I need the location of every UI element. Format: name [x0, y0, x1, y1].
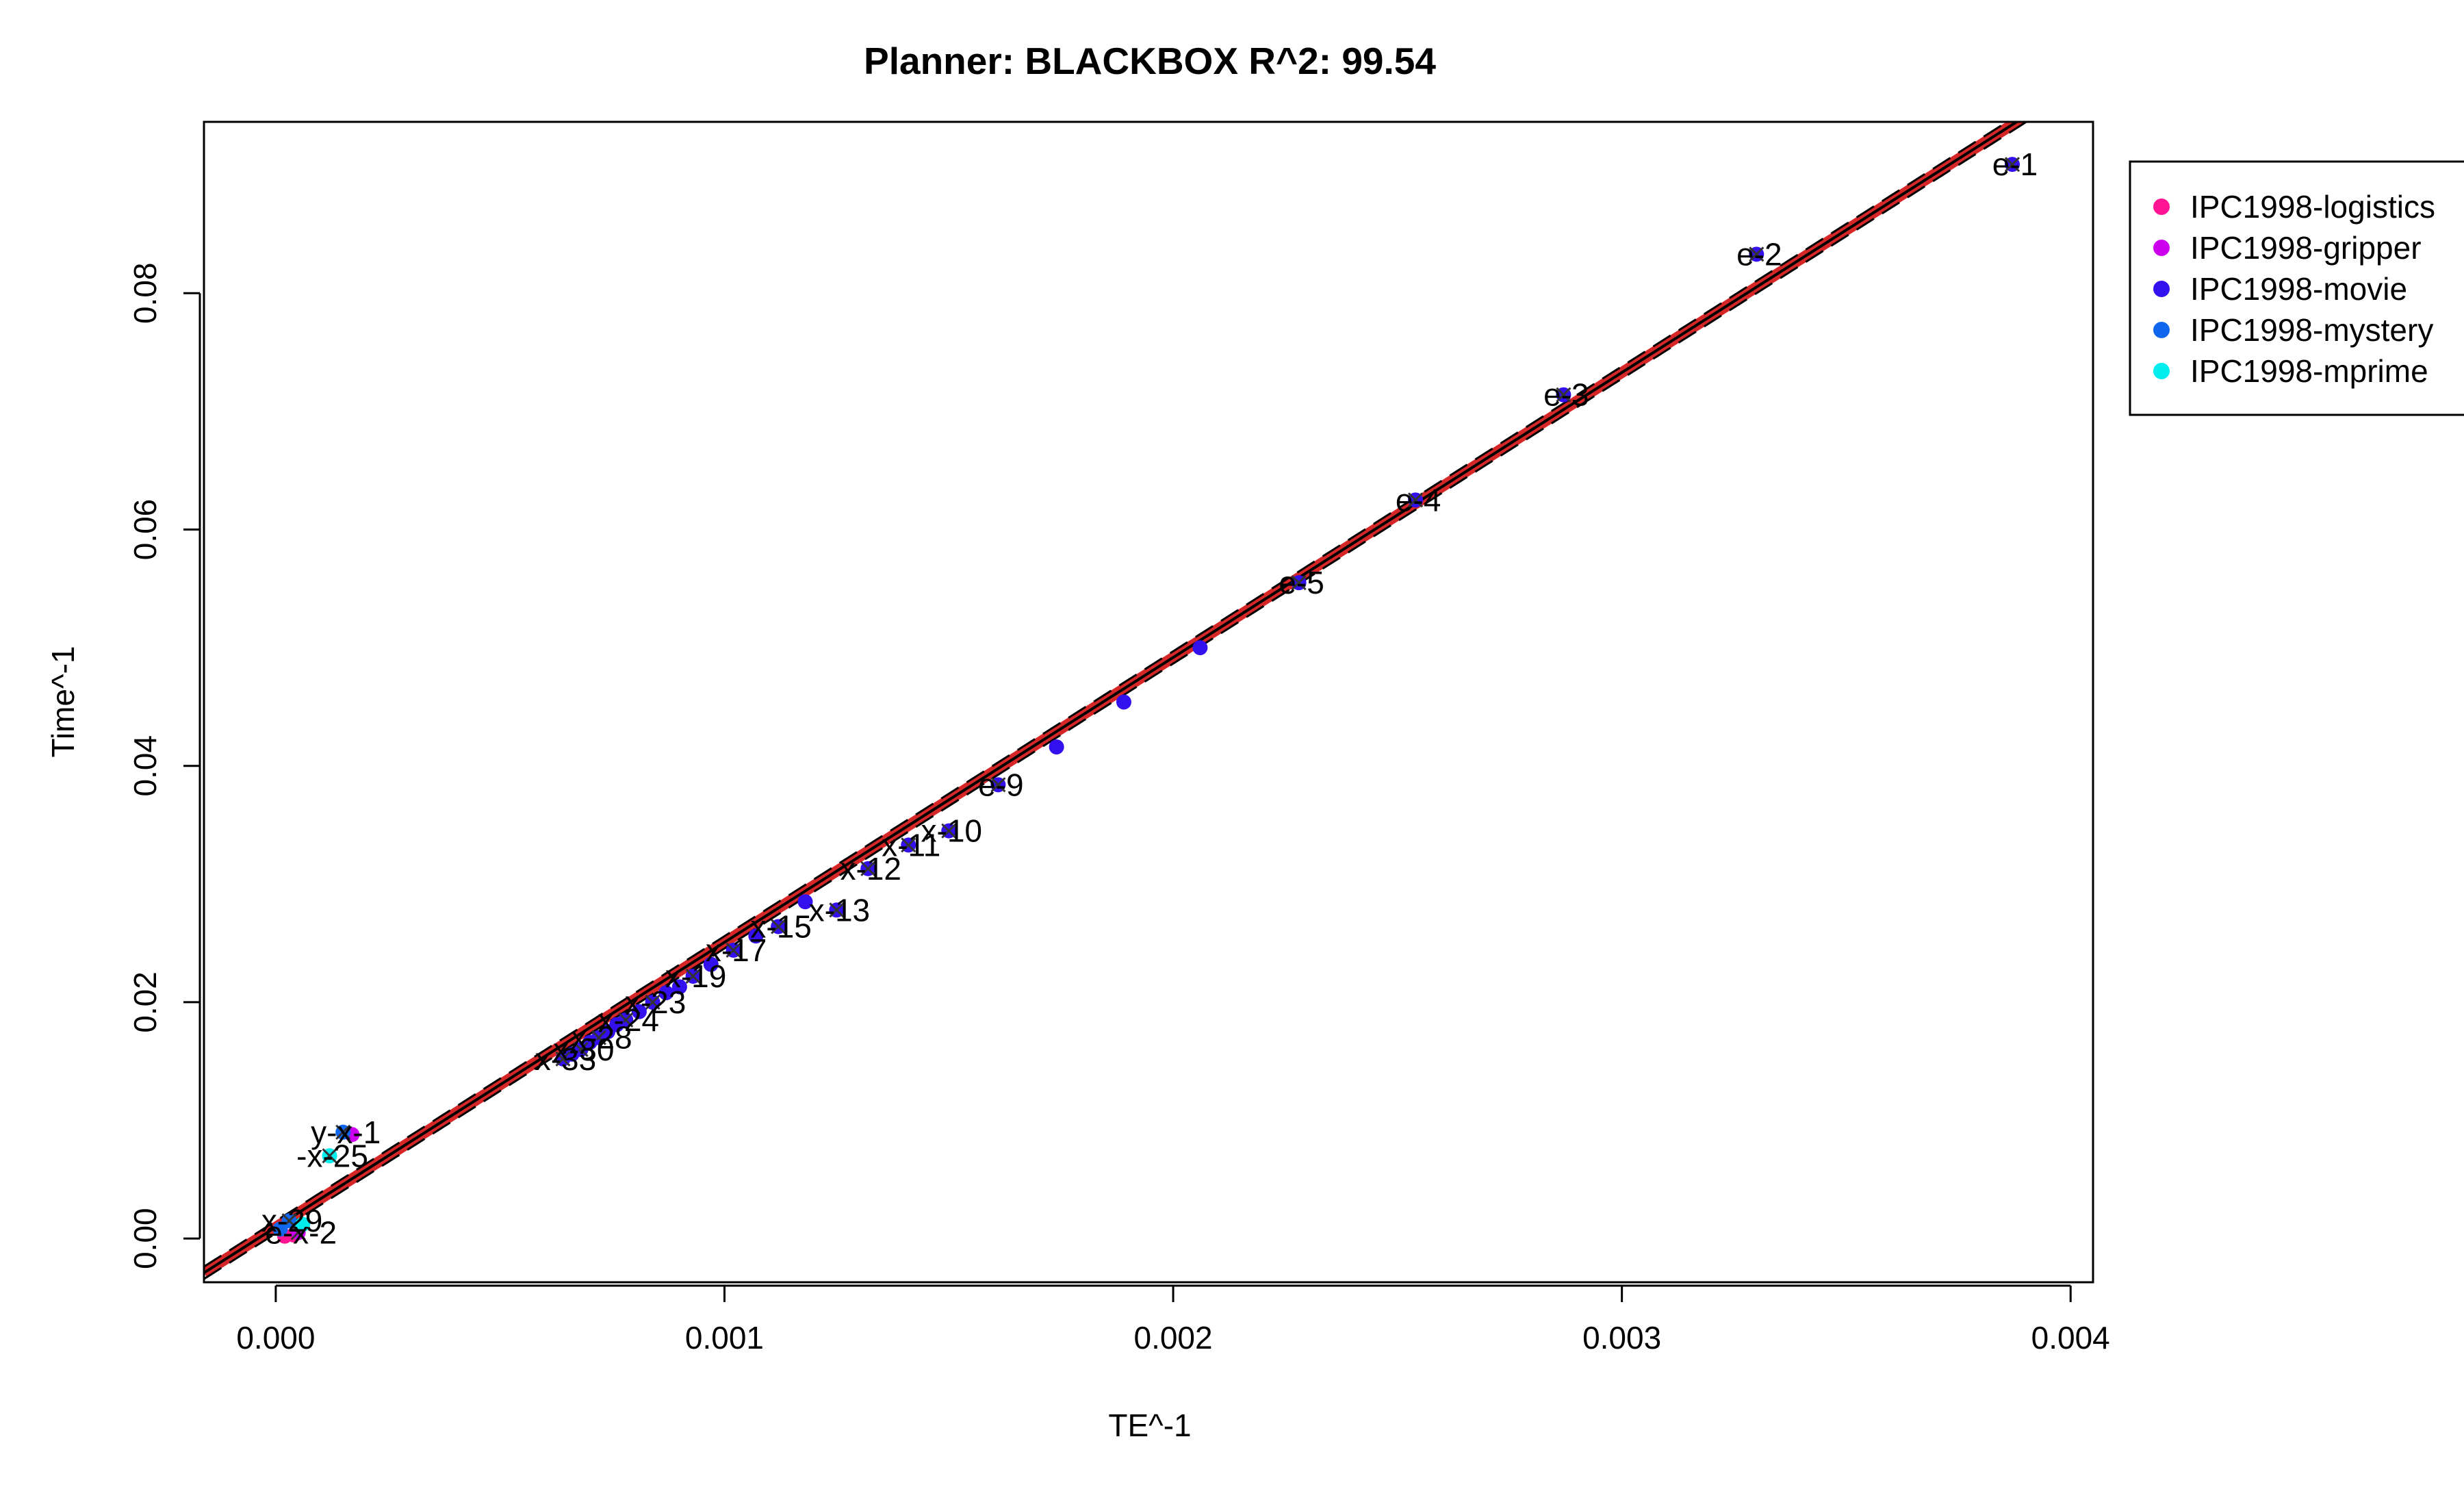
point-label: e-5 [1279, 565, 1324, 600]
x-tick-label: 0.002 [1133, 1320, 1212, 1356]
plot-frame [203, 120, 2094, 1284]
fit-line [204, 122, 2020, 1274]
point-label: x-10 [921, 813, 982, 849]
data-point [703, 956, 719, 972]
point-marker-x [901, 837, 916, 853]
point-marker-x [860, 861, 876, 876]
point-label: x-13 [809, 892, 870, 928]
point-marker-x [941, 823, 957, 839]
point-label: e-1 [1992, 147, 2038, 182]
point-label: x-33 [535, 1041, 596, 1077]
point-marker-x [555, 1051, 571, 1067]
legend-entry: IPC1998-gripper [2190, 230, 2422, 266]
point-marker-x [322, 1148, 337, 1164]
point-marker-x [990, 777, 1006, 793]
legend-swatch [2153, 281, 2170, 297]
point-label: x-30 [553, 1032, 614, 1067]
point-marker-x [829, 902, 845, 918]
data-point [1116, 694, 1131, 710]
point-label: x-28 [571, 1020, 632, 1056]
point-marker-x [1749, 246, 1764, 262]
x-axis-label: TE^-1 [1108, 1408, 1191, 1443]
fit-upper-bound [204, 122, 2010, 1268]
y-axis-label: Time^-1 [45, 646, 81, 758]
point-label: x-17 [706, 932, 767, 968]
x-tick-label: 0.000 [236, 1320, 315, 1356]
point-marker-x [1556, 387, 1571, 403]
y-tick-label: 0.06 [127, 499, 163, 561]
point-labels: e-x-2e-1e-2e-3e-4e-5e-9x-10x-11x-12x-13x… [261, 147, 2038, 1250]
point-label: x-24 [598, 1002, 659, 1038]
point-label: e-3 [1543, 377, 1589, 413]
data-point [797, 894, 813, 910]
point-marker-x [685, 968, 701, 984]
legend-entry: IPC1998-mystery [2190, 312, 2433, 348]
legend-entry: IPC1998-movie [2190, 271, 2407, 307]
point-marker-x [1408, 492, 1424, 508]
x-axis: 0.000 0.001 0.002 0.003 0.004 [236, 1284, 2110, 1356]
point-marker-x [726, 942, 741, 958]
point-label: e-9 [978, 767, 1023, 802]
chart-title: Planner: BLACKBOX R^2: 99.54 [864, 40, 1436, 82]
point-marker-x [645, 994, 660, 1010]
legend-swatch [2153, 240, 2170, 256]
point-label: x-29 [261, 1203, 322, 1238]
data-point [1049, 739, 1064, 755]
data-point [1192, 640, 1208, 656]
data-points [272, 157, 2020, 1244]
data-point [631, 1004, 647, 1019]
legend-swatch [2153, 199, 2170, 215]
y-tick-label: 0.00 [127, 1208, 163, 1269]
regression-fit [204, 122, 2029, 1280]
y-tick-label: 0.04 [127, 735, 163, 797]
legend: IPC1998-logistics IPC1998-gripper IPC1998-… [2129, 160, 2464, 416]
data-point [748, 928, 764, 944]
point-label: y-x-1 [311, 1115, 381, 1150]
legend-swatch [2153, 322, 2170, 338]
x-tick-label: 0.003 [1582, 1320, 1661, 1356]
data-point [272, 1221, 288, 1237]
data-point [658, 985, 674, 1001]
point-marker-x [2004, 157, 2020, 173]
y-tick-label: 0.02 [127, 971, 163, 1033]
point-label: x-11 [882, 827, 940, 863]
point-label: -x-25 [296, 1138, 368, 1173]
point-label: x-15 [750, 908, 811, 944]
y-tick-label: 0.08 [127, 263, 163, 324]
fit-lower-bound [204, 122, 2029, 1280]
legend-entry: IPC1998-logistics [2190, 189, 2435, 225]
legend-entry: IPC1998-mprime [2190, 353, 2428, 389]
x-tick-label: 0.004 [2031, 1320, 2110, 1356]
point-label: e-4 [1396, 482, 1441, 518]
point-marker-x [335, 1124, 351, 1140]
legend-swatch [2153, 363, 2170, 379]
y-axis: 0.00 0.02 0.04 0.06 0.08 [127, 263, 201, 1269]
x-tick-label: 0.001 [685, 1320, 764, 1356]
data-point [295, 1217, 311, 1232]
point-label: x-19 [665, 958, 726, 994]
data-point [671, 979, 687, 995]
point-marker-x [1291, 575, 1307, 591]
point-label: x-23 [625, 984, 686, 1020]
point-label: x-12 [840, 851, 901, 887]
point-marker-x [771, 919, 786, 934]
legend-box [2129, 160, 2464, 416]
point-label: e-x-2 [265, 1215, 337, 1251]
point-label: e-2 [1736, 236, 1782, 272]
